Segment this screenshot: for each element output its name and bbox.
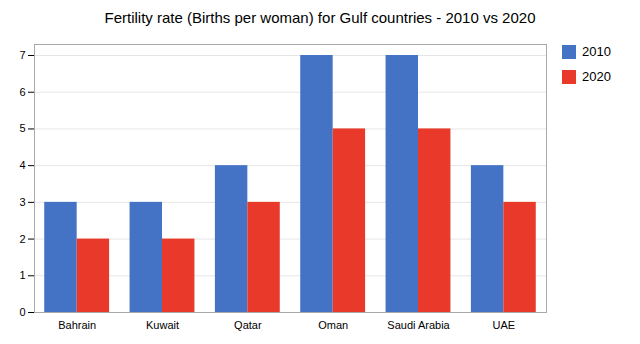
svg-text:Qatar: Qatar — [234, 319, 262, 331]
svg-text:Bahrain: Bahrain — [58, 319, 96, 331]
svg-text:Oman: Oman — [318, 319, 348, 331]
svg-text:0: 0 — [19, 306, 25, 318]
html-text:Fertility rate (Births per wom: Fertility rate (Births per woman) for Gu… — [104, 9, 536, 26]
svg-text:7: 7 — [19, 49, 25, 61]
svg-text:4: 4 — [19, 159, 25, 171]
svg-text:Saudi Arabia: Saudi Arabia — [387, 319, 450, 331]
svg-text:Kuwait: Kuwait — [146, 319, 179, 331]
html-text:2020: 2020 — [582, 69, 611, 84]
html-text:2010: 2010 — [582, 44, 611, 59]
svg-text:6: 6 — [19, 86, 25, 98]
svg-text:3: 3 — [19, 196, 25, 208]
svg-text:UAE: UAE — [493, 319, 516, 331]
svg-text:1: 1 — [19, 269, 25, 281]
svg-text:2: 2 — [19, 233, 25, 245]
svg-text:5: 5 — [19, 122, 25, 134]
